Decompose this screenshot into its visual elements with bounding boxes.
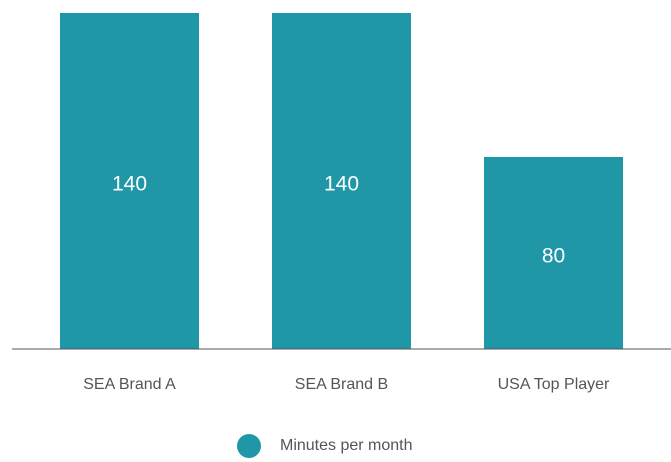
x-tick-label: SEA Brand B <box>295 376 388 393</box>
data-label: 140 <box>324 173 359 196</box>
bar <box>272 13 411 349</box>
x-tick-label: SEA Brand A <box>83 376 176 393</box>
legend-swatch <box>237 434 261 458</box>
bar <box>484 157 623 349</box>
bar <box>60 13 199 349</box>
data-label: 140 <box>112 173 147 196</box>
data-label: 80 <box>542 245 565 268</box>
x-tick-label: USA Top Player <box>498 376 610 393</box>
legend-label: Minutes per month <box>280 437 413 454</box>
